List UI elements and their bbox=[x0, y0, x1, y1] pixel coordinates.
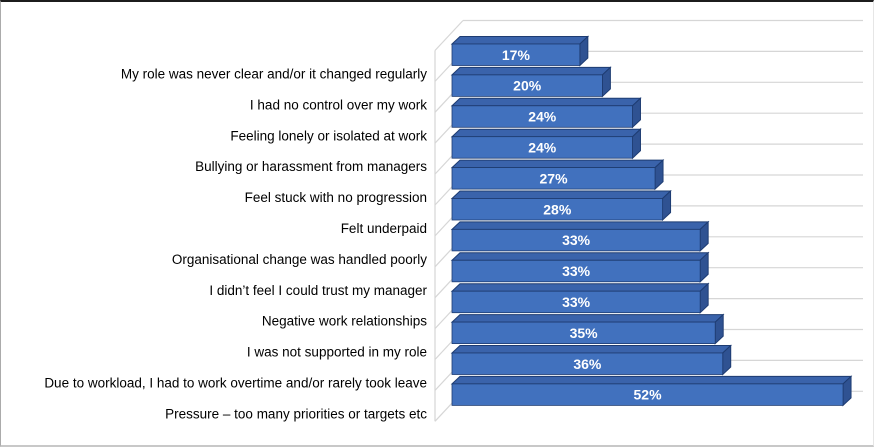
bar-value-label: 17% bbox=[502, 47, 531, 63]
bar-value-label: 24% bbox=[528, 109, 557, 125]
bar-top-face bbox=[450, 97, 642, 107]
bar-value-label: 33% bbox=[562, 294, 591, 310]
bar-front-face bbox=[451, 43, 581, 66]
bar-top-face bbox=[450, 345, 732, 354]
category-label: Felt underpaid bbox=[341, 221, 427, 236]
bar-top-face bbox=[450, 283, 710, 292]
category-label: Organisational change was handled poorly bbox=[172, 252, 427, 267]
bar-front-face bbox=[451, 259, 701, 283]
bar-top-face bbox=[450, 314, 725, 323]
category-label: Due to workload, I had to work overtime … bbox=[44, 376, 427, 391]
bar-value-label: 33% bbox=[562, 263, 591, 279]
bar-front-face bbox=[451, 290, 701, 314]
bar-front-face bbox=[451, 167, 656, 190]
bar-front-face bbox=[451, 228, 701, 252]
bar-top-face bbox=[450, 36, 590, 45]
category-label: My role was never clear and/or it change… bbox=[121, 67, 427, 82]
bar-front-face bbox=[451, 105, 633, 128]
bar-front-face bbox=[451, 352, 724, 375]
bar-top-face bbox=[450, 190, 672, 199]
bar-value-label: 35% bbox=[570, 325, 599, 341]
bar-value-label: 24% bbox=[528, 139, 557, 155]
bar-front-face bbox=[451, 74, 603, 97]
category-label: Bullying or harassment from managers bbox=[195, 159, 427, 174]
bar-value-label: 27% bbox=[540, 170, 569, 186]
category-label: I didn’t feel I could trust my manager bbox=[209, 283, 427, 298]
bar-front-face bbox=[451, 383, 844, 406]
category-label: I had no control over my work bbox=[250, 97, 427, 112]
bar-top-face bbox=[450, 252, 710, 261]
bar-top-face bbox=[450, 159, 665, 169]
category-label: I was not supported in my role bbox=[247, 345, 427, 360]
bar-value-label: 52% bbox=[634, 387, 663, 403]
bar-front-face bbox=[451, 321, 716, 345]
bar-top-face bbox=[450, 66, 612, 76]
bar-value-label: 36% bbox=[573, 356, 602, 372]
bar-front-face bbox=[451, 136, 633, 159]
category-label: Feeling lonely or isolated at work bbox=[230, 128, 427, 143]
bar-value-label: 28% bbox=[543, 201, 572, 217]
category-label: Feel stuck with no progression bbox=[245, 190, 427, 205]
bar-top-face bbox=[450, 128, 642, 138]
category-label: Pressure – too many priorities or target… bbox=[165, 406, 427, 421]
bar-value-label: 33% bbox=[562, 232, 591, 248]
category-label: Negative work relationships bbox=[262, 314, 427, 329]
bar-top-face bbox=[450, 221, 710, 230]
bar-top-face bbox=[450, 375, 853, 385]
wall-depth-line bbox=[434, 20, 464, 51]
bar-front-face bbox=[451, 198, 663, 221]
bar-value-label: 20% bbox=[513, 78, 542, 94]
